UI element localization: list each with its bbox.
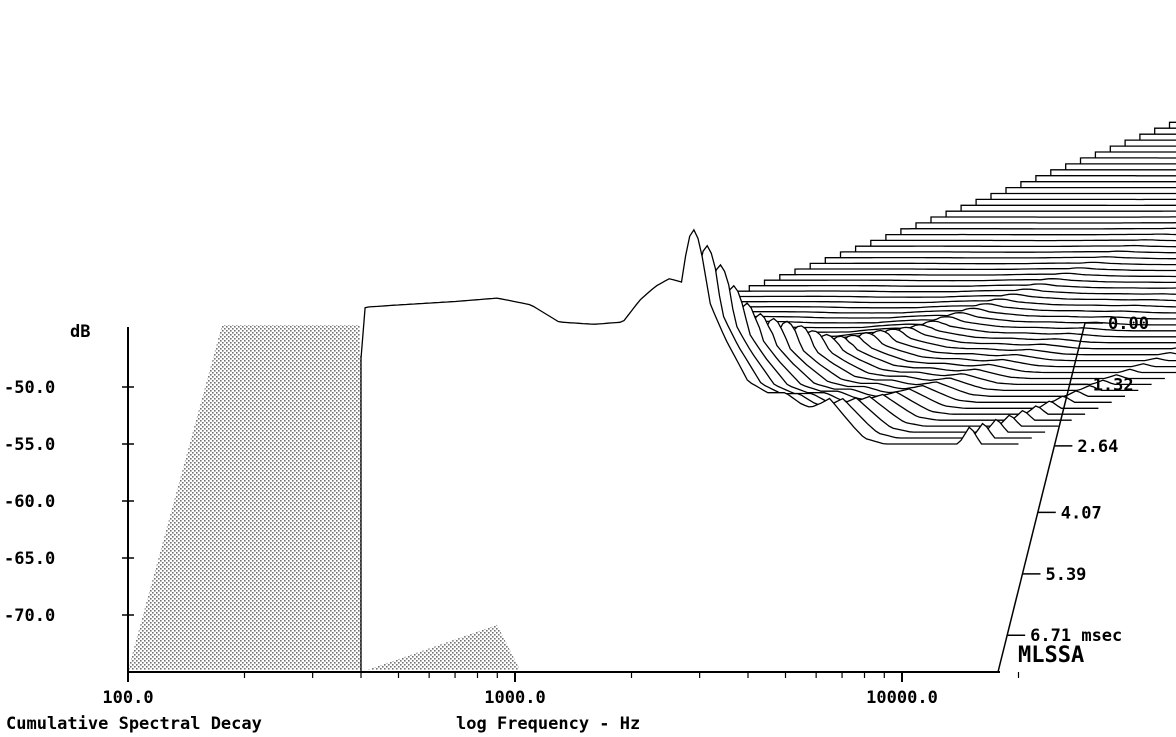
x-tick-label: 100.0 bbox=[102, 688, 153, 708]
brand-label: MLSSA bbox=[1018, 643, 1084, 668]
z-tick-label: 2.64 bbox=[1077, 437, 1118, 457]
x-axis-label: log Frequency - Hz bbox=[456, 714, 640, 734]
y-tick-label: -70.0 bbox=[4, 606, 55, 626]
z-tick-label: 6.71 msec bbox=[1030, 626, 1122, 646]
decay-slice bbox=[360, 228, 1019, 672]
z-tick-label: 1.32 bbox=[1093, 375, 1134, 395]
slice-group bbox=[360, 121, 1176, 672]
x-tick-label: 1000.0 bbox=[484, 688, 545, 708]
chart-title: Cumulative Spectral Decay bbox=[6, 714, 262, 734]
z-tick-label: 4.07 bbox=[1061, 503, 1102, 523]
z-axis-line bbox=[997, 322, 1086, 673]
z-tick-label: 0.00 bbox=[1108, 314, 1149, 334]
z-tick-label: 5.39 bbox=[1045, 565, 1086, 585]
y-tick-label: -60.0 bbox=[4, 492, 55, 512]
y-tick-label: -50.0 bbox=[4, 378, 55, 398]
x-ticks: 100.0 1000.0 10000.0 bbox=[102, 672, 1020, 708]
y-axis-label: dB bbox=[70, 322, 90, 342]
y-tick-label: -65.0 bbox=[4, 549, 55, 569]
x-tick-label: 10000.0 bbox=[866, 688, 938, 708]
z-ticks: 0.00 1.32 2.64 4.07 5.39 6.71 msec bbox=[1007, 314, 1149, 646]
y-tick-label: -55.0 bbox=[4, 435, 55, 455]
y-ticks: -50.0 -55.0 -60.0 -65.0 -70.0 bbox=[4, 378, 134, 626]
